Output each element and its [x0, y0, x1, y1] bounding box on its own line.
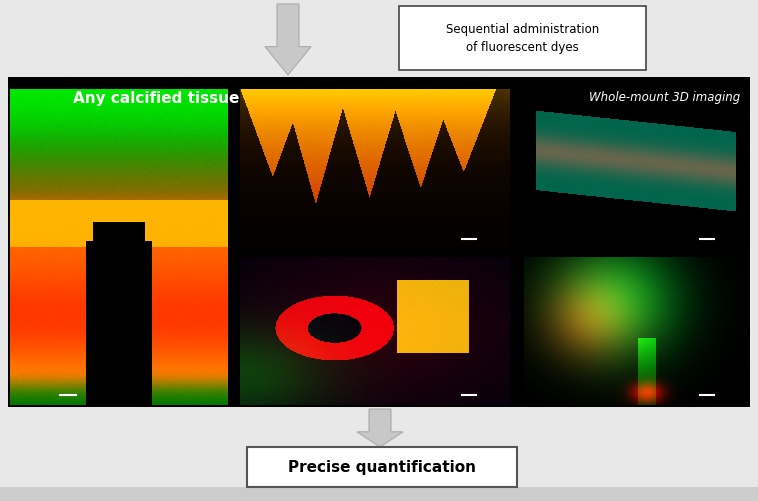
Polygon shape — [357, 409, 403, 447]
Polygon shape — [265, 5, 311, 76]
Text: Whole-mount 3D imaging: Whole-mount 3D imaging — [589, 91, 740, 104]
Bar — [8, 78, 750, 407]
Bar — [0, 487, 758, 501]
Text: Sequential administration
of fluorescent dyes: Sequential administration of fluorescent… — [446, 24, 599, 55]
Text: Precise quantification: Precise quantification — [288, 459, 476, 474]
FancyBboxPatch shape — [399, 7, 646, 71]
FancyBboxPatch shape — [247, 447, 517, 487]
Text: Any calcified tissue: Any calcified tissue — [73, 90, 240, 105]
